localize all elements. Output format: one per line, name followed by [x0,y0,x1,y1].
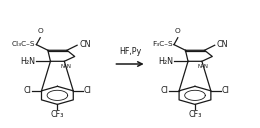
Text: Cl: Cl [23,86,31,95]
Text: Cl: Cl [84,86,92,95]
Text: Cl₃C–S: Cl₃C–S [12,41,35,47]
Text: CF₃: CF₃ [188,110,202,119]
Text: CN: CN [217,40,228,49]
Text: HF,Py: HF,Py [119,47,141,56]
Text: F₃C–S: F₃C–S [152,41,173,47]
Text: N–N: N–N [198,64,209,69]
Text: CN: CN [79,40,91,49]
Text: CF₃: CF₃ [51,110,64,119]
Text: O: O [37,28,43,34]
Text: Cl: Cl [221,86,229,95]
Text: Cl: Cl [161,86,169,95]
Text: O: O [175,28,181,34]
Text: H₂N: H₂N [21,57,36,66]
Text: N–N: N–N [60,64,71,69]
Text: H₂N: H₂N [158,57,173,66]
